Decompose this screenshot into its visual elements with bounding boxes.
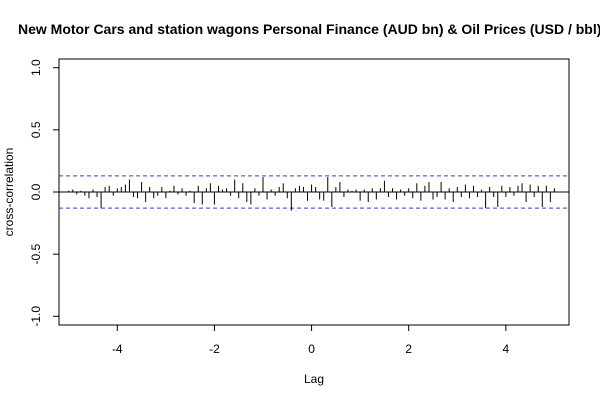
confidence-bands	[59, 175, 569, 209]
y-axis-label: cross-correlation	[2, 148, 16, 237]
y-tick-label: -0.5	[29, 243, 43, 264]
x-tick-label: 0	[308, 342, 315, 356]
ccf-bars	[68, 177, 555, 211]
y-tick-label: -1.0	[29, 306, 43, 327]
x-axis-label: Lag	[304, 372, 324, 386]
chart-title: New Motor Cars and station wagons Person…	[18, 21, 600, 37]
y-axis: -1.0 -0.5 0.0 0.5 1.0	[29, 59, 60, 327]
x-tick-label: 2	[405, 342, 412, 356]
x-tick-label: -2	[209, 342, 220, 356]
y-tick-label: 1.0	[29, 59, 43, 76]
y-tick-label: 0.0	[29, 183, 43, 200]
x-tick-label: -4	[112, 342, 123, 356]
x-tick-label: 4	[503, 342, 510, 356]
y-tick-label: 0.5	[29, 121, 43, 138]
x-axis: -4 -2 0 2 4	[112, 324, 510, 356]
